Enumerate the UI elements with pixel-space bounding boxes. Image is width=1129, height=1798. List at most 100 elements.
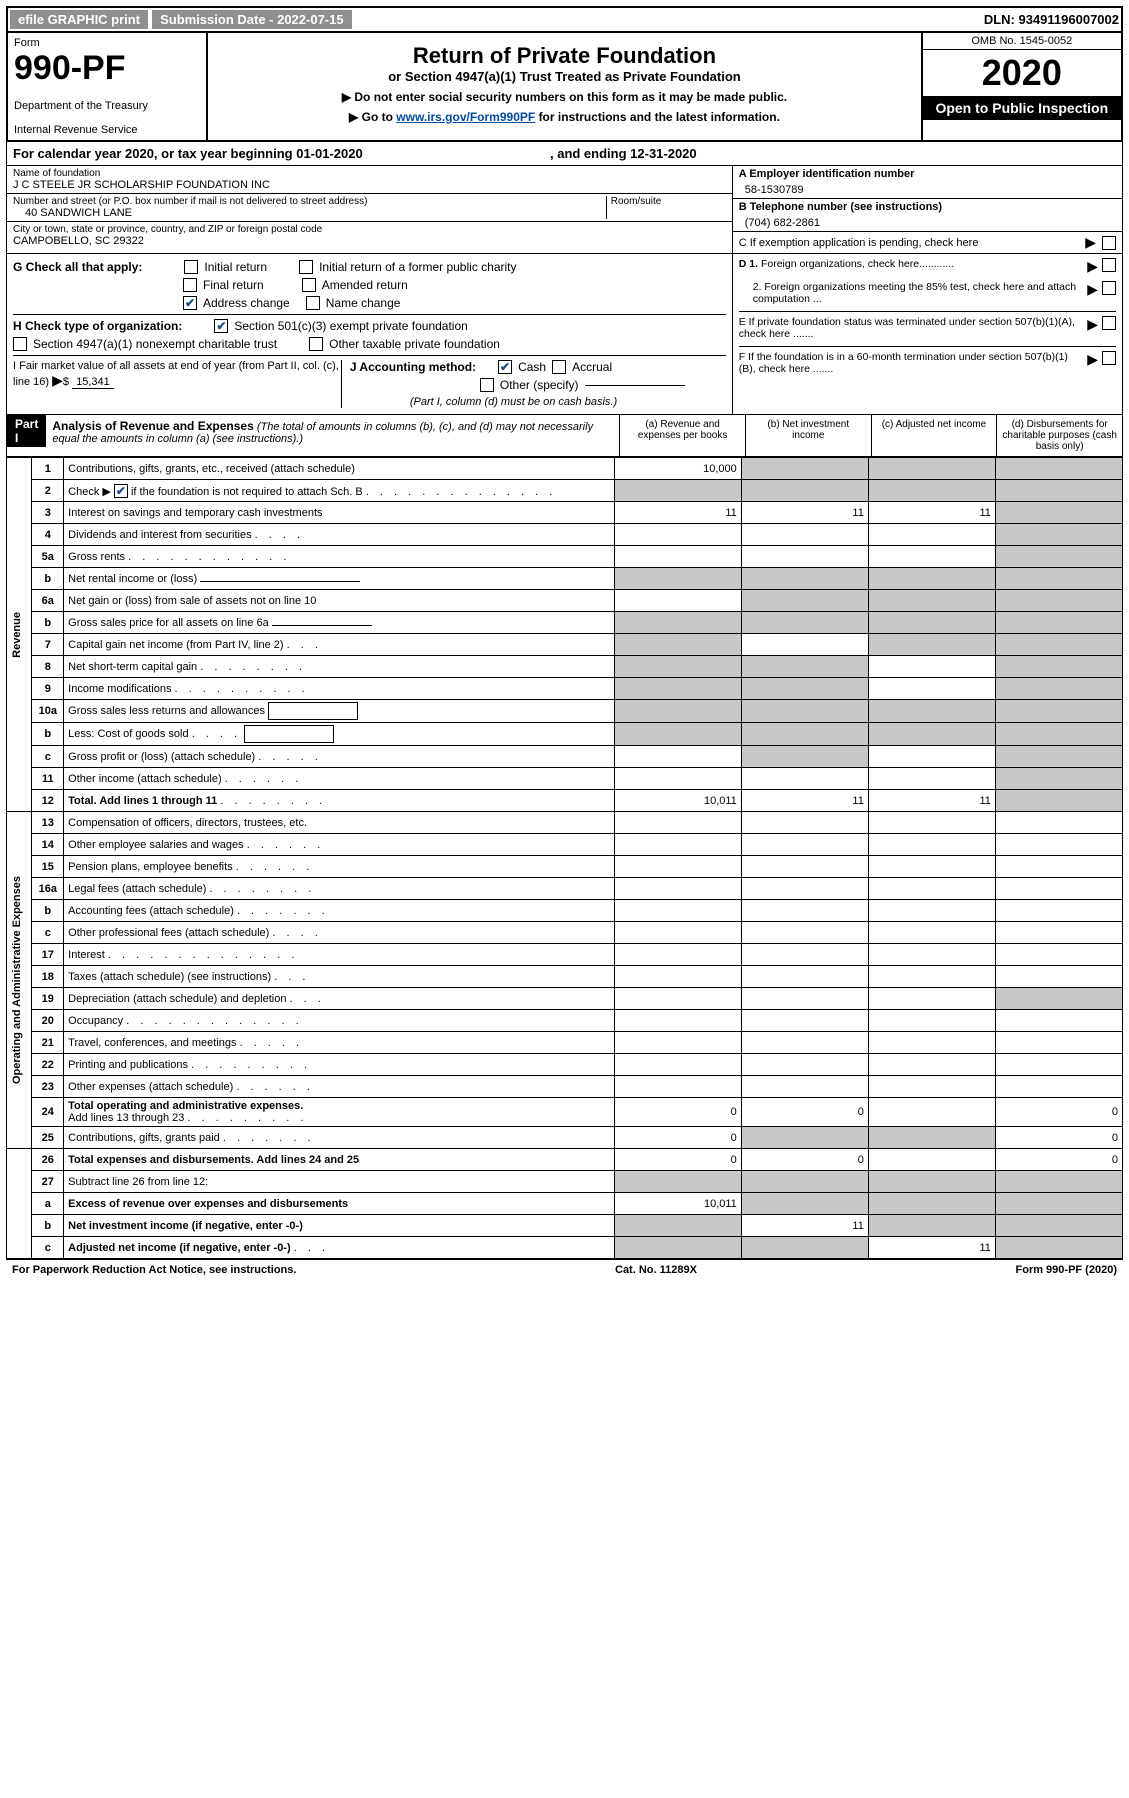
d1-text: Foreign organizations, check here.......… <box>761 258 954 270</box>
form-subtitle: or Section 4947(a)(1) Trust Treated as P… <box>218 69 910 84</box>
row19-desc: Depreciation (attach schedule) and deple… <box>64 988 615 1010</box>
initial-return-checkbox[interactable] <box>184 260 198 274</box>
row27b-desc: Net investment income (if negative, ente… <box>64 1215 615 1237</box>
phone-value: (704) 682-2861 <box>739 213 1116 229</box>
calendar-end: , and ending 12-31-2020 <box>550 146 697 161</box>
row1-desc: Contributions, gifts, grants, etc., rece… <box>64 458 615 480</box>
g6: Name change <box>326 296 401 310</box>
g3: Final return <box>203 278 264 292</box>
4947-checkbox[interactable] <box>13 337 27 351</box>
r1-a: 10,000 <box>614 458 741 480</box>
501c3-checkbox[interactable]: ✔ <box>214 319 228 333</box>
h-label: H Check type of organization: <box>13 319 182 333</box>
revenue-side-label: Revenue <box>11 612 23 658</box>
form-header: Form 990-PF Department of the Treasury I… <box>6 33 1123 142</box>
j-label: J Accounting method: <box>350 360 476 374</box>
row16c-desc: Other professional fees (attach schedule… <box>64 922 615 944</box>
row22-desc: Printing and publications . . . . . . . … <box>64 1054 615 1076</box>
footer-catno: Cat. No. 11289X <box>615 1264 697 1276</box>
j2: Accrual <box>572 360 612 374</box>
accrual-checkbox[interactable] <box>552 360 566 374</box>
exemption-pending-label: C If exemption application is pending, c… <box>739 237 1079 249</box>
row8-desc: Net short-term capital gain . . . . . . … <box>64 656 615 678</box>
calendar-year-row: For calendar year 2020, or tax year begi… <box>6 142 1123 166</box>
arrow-icon: ▶ <box>52 372 63 388</box>
f-text: F If the foundation is in a 60-month ter… <box>739 351 1083 375</box>
exemption-pending-checkbox[interactable] <box>1102 236 1116 250</box>
dept-irs: Internal Revenue Service <box>14 124 200 136</box>
row14-desc: Other employee salaries and wages . . . … <box>64 834 615 856</box>
g1: Initial return <box>204 260 267 274</box>
other-taxable-checkbox[interactable] <box>309 337 323 351</box>
row10c-desc: Gross profit or (loss) (attach schedule)… <box>64 746 615 768</box>
row21-desc: Travel, conferences, and meetings . . . … <box>64 1032 615 1054</box>
row16b-desc: Accounting fees (attach schedule) . . . … <box>64 900 615 922</box>
row15-desc: Pension plans, employee benefits . . . .… <box>64 856 615 878</box>
other-method-checkbox[interactable] <box>480 378 494 392</box>
row2-desc: Check ▶ ✔ if the foundation is not requi… <box>64 480 615 502</box>
d2-text: 2. Foreign organizations meeting the 85%… <box>739 281 1083 305</box>
name-change-checkbox[interactable] <box>306 296 320 310</box>
col-a-header: (a) Revenue and expenses per books <box>620 415 746 456</box>
amended-return-checkbox[interactable] <box>302 278 316 292</box>
row18-desc: Taxes (attach schedule) (see instruction… <box>64 966 615 988</box>
col-c-header: (c) Adjusted net income <box>872 415 998 456</box>
g4: Amended return <box>322 278 408 292</box>
col-d-header: (d) Disbursements for charitable purpose… <box>997 415 1122 456</box>
irs-link[interactable]: www.irs.gov/Form990PF <box>396 110 535 124</box>
row16a-desc: Legal fees (attach schedule) . . . . . .… <box>64 878 615 900</box>
instr-goto: ▶ Go to www.irs.gov/Form990PF for instru… <box>218 110 910 124</box>
address-change-checkbox[interactable]: ✔ <box>183 296 197 310</box>
cash-checkbox[interactable]: ✔ <box>498 360 512 374</box>
header-right: OMB No. 1545-0052 2020 Open to Public In… <box>921 33 1121 140</box>
f-checkbox[interactable] <box>1102 351 1116 365</box>
top-bar: efile GRAPHIC print Submission Date - 20… <box>6 6 1123 33</box>
opex-side-label: Operating and Administrative Expenses <box>11 876 23 1084</box>
submission-date-label: Submission Date - 2022-07-15 <box>152 10 352 29</box>
row27c-desc: Adjusted net income (if negative, enter … <box>64 1237 615 1259</box>
omb-number: OMB No. 1545-0052 <box>923 33 1121 50</box>
d2-checkbox[interactable] <box>1102 281 1116 295</box>
header-mid: Return of Private Foundation or Section … <box>208 33 920 140</box>
j1: Cash <box>518 360 546 374</box>
header-left: Form 990-PF Department of the Treasury I… <box>8 33 208 140</box>
part1-badge: Part I <box>7 415 46 447</box>
room-label: Room/suite <box>611 196 726 207</box>
city: CAMPOBELLO, SC 29322 <box>13 235 726 247</box>
initial-former-checkbox[interactable] <box>299 260 313 274</box>
g5: Address change <box>203 296 290 310</box>
row20-desc: Occupancy . . . . . . . . . . . . . <box>64 1010 615 1032</box>
e-checkbox[interactable] <box>1102 316 1116 330</box>
info-grid: Name of foundation J C STEELE JR SCHOLAR… <box>6 166 1123 254</box>
address-label: Number and street (or P.O. box number if… <box>13 196 606 207</box>
row4-desc: Dividends and interest from securities .… <box>64 524 615 546</box>
j-note: (Part I, column (d) must be on cash basi… <box>350 396 726 408</box>
foundation-name-label: Name of foundation <box>13 168 726 179</box>
part1-title: Analysis of Revenue and Expenses <box>52 419 253 433</box>
row7-desc: Capital gain net income (from Part IV, l… <box>64 634 615 656</box>
row25-desc: Contributions, gifts, grants paid . . . … <box>64 1127 615 1149</box>
schb-checkbox[interactable]: ✔ <box>114 484 128 498</box>
foundation-name: J C STEELE JR SCHOLARSHIP FOUNDATION INC <box>13 179 726 191</box>
fmv-value: 15,341 <box>72 376 114 389</box>
row10a-desc: Gross sales less returns and allowances <box>64 700 615 723</box>
form-number: 990-PF <box>14 49 200 88</box>
final-return-checkbox[interactable] <box>183 278 197 292</box>
city-label: City or town, state or province, country… <box>13 224 726 235</box>
row6a-desc: Net gain or (loss) from sale of assets n… <box>64 590 615 612</box>
instr-goto-pre: ▶ Go to <box>349 110 396 124</box>
ein-label: A Employer identification number <box>739 168 1116 180</box>
efile-print-button[interactable]: efile GRAPHIC print <box>10 10 148 29</box>
page-footer: For Paperwork Reduction Act Notice, see … <box>6 1259 1123 1280</box>
row11-desc: Other income (attach schedule) . . . . .… <box>64 768 615 790</box>
row17-desc: Interest . . . . . . . . . . . . . . <box>64 944 615 966</box>
footer-left: For Paperwork Reduction Act Notice, see … <box>12 1264 296 1276</box>
row27-desc: Subtract line 26 from line 12: <box>64 1171 615 1193</box>
open-to-public: Open to Public Inspection <box>923 96 1121 120</box>
instr-ssn: ▶ Do not enter social security numbers o… <box>218 90 910 104</box>
row5b-desc: Net rental income or (loss) <box>64 568 615 590</box>
address: 40 SANDWICH LANE <box>13 207 606 219</box>
d1-checkbox[interactable] <box>1102 258 1116 272</box>
row10b-desc: Less: Cost of goods sold . . . . <box>64 723 615 746</box>
row6b-desc: Gross sales price for all assets on line… <box>64 612 615 634</box>
